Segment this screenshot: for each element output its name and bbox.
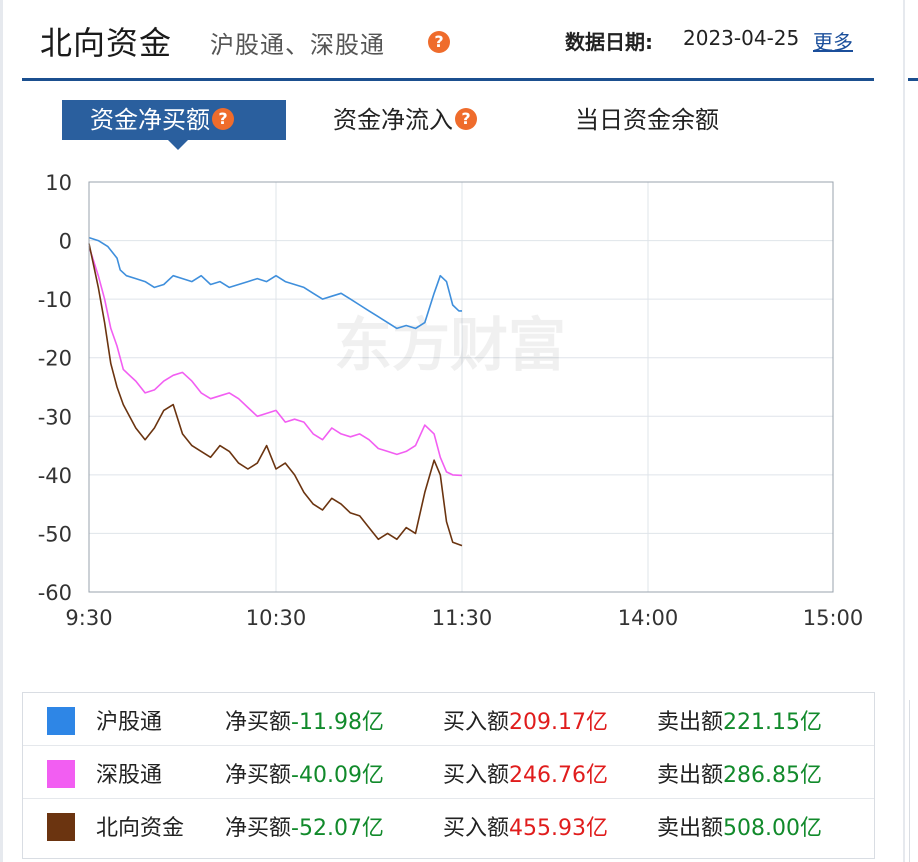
sell-cell: 卖出额221.15亿 xyxy=(657,704,822,736)
series-line xyxy=(88,236,462,330)
y-tick-label: 10 xyxy=(45,171,72,195)
watermark: 东方财富 xyxy=(334,311,566,379)
more-link[interactable]: 更多 xyxy=(813,30,853,54)
y-tick-label: -10 xyxy=(38,288,72,312)
question-icon[interactable]: ? xyxy=(212,108,234,130)
tab-net-buy-label: 资金净买额 xyxy=(90,106,210,134)
x-tick-label: 10:30 xyxy=(246,606,307,630)
sell-value: 221.15亿 xyxy=(723,710,822,735)
net-buy-cell: 净买额-52.07亿 xyxy=(225,810,384,842)
net-buy-value: -40.09亿 xyxy=(291,763,384,788)
adjacent-panel-box-edge xyxy=(909,700,910,862)
sell-label: 卖出额 xyxy=(657,763,724,788)
chart-axes: 10 0 -10 -20 -30 -40 -50 -609:30 10:30 11:30 14:00… xyxy=(38,171,864,630)
page-title: 北向资金 xyxy=(40,24,173,62)
y-tick-label: -30 xyxy=(38,405,72,429)
legend-row: 北向资金 净买额-52.07亿 买入额455.93亿 卖出额508.00亿 xyxy=(23,799,874,851)
net-buy-chart: 10 0 -10 -20 -30 -40 -50 -609:30 10:30 11:30 14:00… xyxy=(38,171,864,630)
question-icon[interactable]: ? xyxy=(428,31,450,53)
buy-cell: 买入额209.17亿 xyxy=(443,704,608,736)
chart-series xyxy=(88,236,463,547)
tab-daily-balance[interactable]: 当日资金余额 xyxy=(575,100,719,140)
buy-value: 209.17亿 xyxy=(509,710,608,735)
sell-cell: 卖出额508.00亿 xyxy=(657,810,822,842)
legend-series-name: 北向资金 xyxy=(96,816,185,841)
question-icon[interactable]: ? xyxy=(455,108,477,130)
net-buy-label: 净买额 xyxy=(225,816,292,841)
legend-row: 沪股通 净买额-11.98亿 买入额209.17亿 卖出额221.15亿 xyxy=(23,693,874,746)
buy-value: 455.93亿 xyxy=(509,816,608,841)
date-value: 2023-04-25 xyxy=(683,26,800,50)
tab-net-inflow[interactable]: 资金净流入? xyxy=(333,100,477,140)
adjacent-panel-edge xyxy=(905,0,918,862)
y-tick-label: -50 xyxy=(38,522,72,546)
legend-series-name: 沪股通 xyxy=(96,710,163,735)
tab-net-inflow-label: 资金净流入 xyxy=(333,106,453,134)
page-subtitle: 沪股通、深股通 xyxy=(210,31,385,59)
adjacent-panel-rule xyxy=(908,78,918,81)
y-tick-label: 0 xyxy=(59,230,72,254)
legend-table: 沪股通 净买额-11.98亿 买入额209.17亿 卖出额221.15亿 深股通… xyxy=(22,692,875,859)
y-tick-label: -40 xyxy=(38,464,72,488)
chart-grid xyxy=(88,181,834,593)
buy-cell: 买入额246.76亿 xyxy=(443,757,608,789)
color-swatch xyxy=(47,760,75,788)
net-buy-value: -11.98亿 xyxy=(291,710,384,735)
x-tick-label: 14:00 xyxy=(618,606,679,630)
x-tick-label: 15:00 xyxy=(803,606,864,630)
page-left-border xyxy=(0,0,3,862)
active-tab-pointer xyxy=(168,140,188,150)
net-buy-label: 净买额 xyxy=(225,710,292,735)
y-tick-label: -60 xyxy=(38,581,72,605)
x-tick-label: 9:30 xyxy=(65,606,112,630)
header-divider xyxy=(22,78,874,81)
net-buy-cell: 净买额-40.09亿 xyxy=(225,757,384,789)
buy-value: 246.76亿 xyxy=(509,763,608,788)
buy-label: 买入额 xyxy=(443,763,510,788)
sell-cell: 卖出额286.85亿 xyxy=(657,757,822,789)
series-line xyxy=(88,246,463,477)
sell-value: 508.00亿 xyxy=(723,816,822,841)
net-buy-label: 净买额 xyxy=(225,763,292,788)
legend-row: 深股通 净买额-40.09亿 买入额246.76亿 卖出额286.85亿 xyxy=(23,746,874,799)
y-tick-label: -20 xyxy=(38,347,72,371)
net-buy-cell: 净买额-11.98亿 xyxy=(225,704,384,736)
tab-daily-balance-label: 当日资金余额 xyxy=(575,106,719,134)
legend-series-name: 深股通 xyxy=(96,763,163,788)
color-swatch xyxy=(47,707,75,735)
sell-label: 卖出额 xyxy=(657,710,724,735)
buy-cell: 买入额455.93亿 xyxy=(443,810,608,842)
date-label: 数据日期: xyxy=(565,30,653,54)
page-right-border xyxy=(903,0,905,862)
series-line xyxy=(88,243,463,547)
plot-frame xyxy=(88,181,834,593)
net-buy-value: -52.07亿 xyxy=(291,816,384,841)
buy-label: 买入额 xyxy=(443,710,510,735)
tab-net-buy[interactable]: 资金净买额? xyxy=(62,100,286,140)
buy-label: 买入额 xyxy=(443,816,510,841)
color-swatch xyxy=(47,813,75,841)
sell-label: 卖出额 xyxy=(657,816,724,841)
x-tick-label: 11:30 xyxy=(432,606,493,630)
sell-value: 286.85亿 xyxy=(723,763,822,788)
